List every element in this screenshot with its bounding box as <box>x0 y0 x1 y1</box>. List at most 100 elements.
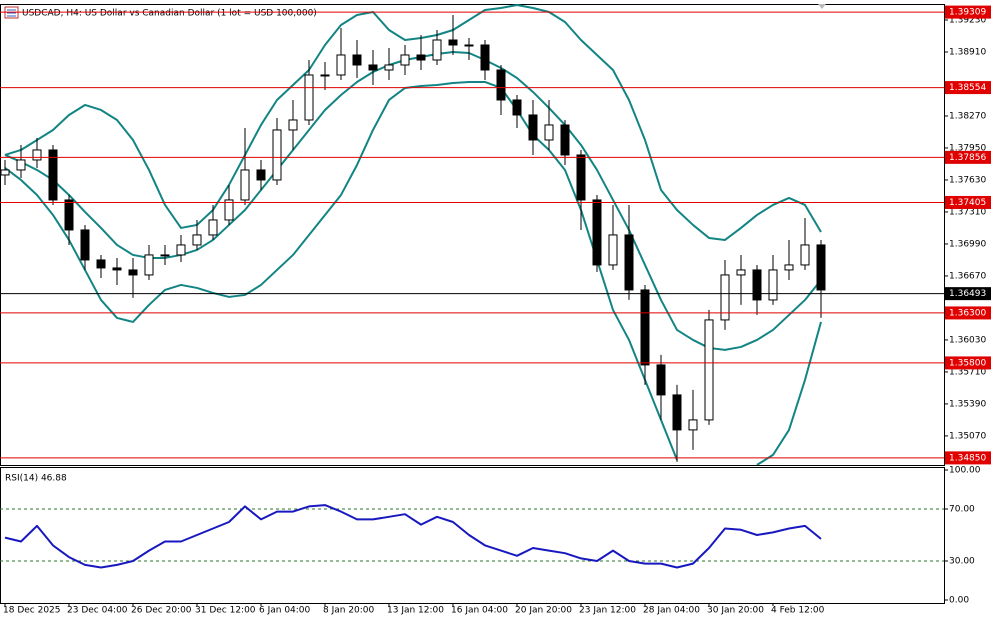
candle-body <box>800 244 810 266</box>
candle-body <box>288 119 298 131</box>
price-line-box <box>945 287 991 301</box>
candle-body <box>64 199 74 231</box>
rsi-pane <box>0 467 945 604</box>
candle-body <box>160 254 170 257</box>
level-line-box <box>945 451 991 465</box>
band-upper <box>4 4 822 241</box>
y-tick-label: 1.37630 <box>949 175 986 185</box>
x-tick-label: 28 Jan 04:00 <box>643 606 700 616</box>
rsi-plot <box>0 504 944 569</box>
x-tick-label: 4 Feb 12:00 <box>771 606 825 616</box>
chart-title: USDCAD, H4: US Dollar vs Canadian Dollar… <box>22 9 317 19</box>
candle-body <box>816 244 826 291</box>
x-tick-label: 20 Jan 20:00 <box>515 606 572 616</box>
y-tick-label: 1.36670 <box>949 271 986 281</box>
main-plot <box>0 4 826 465</box>
x-tick-label: 30 Jan 20:00 <box>707 606 764 616</box>
y-tick-label: 1.36990 <box>949 239 986 249</box>
candle-body <box>608 234 618 266</box>
y-tick-label: 100.00 <box>949 465 981 475</box>
candle-body <box>240 169 250 201</box>
candle-body <box>672 394 682 431</box>
level-line-box <box>945 356 991 370</box>
y-tick-label: 1.35070 <box>949 431 986 441</box>
x-tick-label: 31 Dec 12:00 <box>195 606 256 616</box>
x-tick-label: 23 Dec 04:00 <box>67 606 128 616</box>
candle-body <box>400 54 410 66</box>
candle-body <box>256 169 266 181</box>
candle-body <box>592 199 602 266</box>
y-tick-label: 30.00 <box>949 557 975 567</box>
x-tick-label: 18 Dec 2025 <box>3 606 61 616</box>
y-tick-label: 1.38910 <box>949 47 986 57</box>
band-middle <box>4 50 822 351</box>
price-line-label: 1.36493 <box>949 289 986 299</box>
candle-body <box>368 64 378 71</box>
x-tick-label: 23 Jan 12:00 <box>579 606 636 616</box>
x-tick-label: 13 Jan 12:00 <box>387 606 444 616</box>
shift-marker <box>818 4 826 9</box>
candle-body <box>512 99 522 116</box>
candle-body <box>528 114 538 141</box>
y-tick-label: 1.36030 <box>949 335 986 345</box>
candle-body <box>16 159 26 171</box>
level-line-label: 1.37405 <box>949 198 986 208</box>
candle-body <box>192 234 202 246</box>
level-line-label: 1.35800 <box>949 358 986 368</box>
candle-body <box>384 64 394 71</box>
candle-body <box>624 234 634 291</box>
candle-body <box>640 289 650 366</box>
candle-body <box>304 74 314 121</box>
candle-body <box>464 44 474 47</box>
candle-body <box>336 54 346 76</box>
candle-body <box>416 54 426 61</box>
candle-body <box>688 419 698 431</box>
candle-body <box>544 124 554 141</box>
y-tick-label: 1.35710 <box>949 367 986 377</box>
rsi-line <box>4 504 822 569</box>
level-line-label: 1.37856 <box>949 153 986 163</box>
candle-body <box>32 149 42 161</box>
candle-body <box>752 269 762 301</box>
candle-body <box>224 199 234 221</box>
candle-body <box>320 74 330 77</box>
x-tick-label: 6 Jan 04:00 <box>259 606 311 616</box>
y-tick-label: 70.00 <box>949 504 975 514</box>
candle-body <box>272 129 282 181</box>
level-line-label: 1.38554 <box>949 83 986 93</box>
candle-body <box>128 269 138 276</box>
level-line-label: 1.36300 <box>949 308 986 318</box>
y-tick-label: 1.39230 <box>949 15 986 25</box>
x-tick-label: 16 Jan 04:00 <box>451 606 508 616</box>
level-line-box <box>945 5 991 19</box>
candle-body <box>80 229 90 261</box>
candle-body <box>448 39 458 46</box>
candle-body <box>176 244 186 256</box>
candle-body <box>144 254 154 276</box>
candle-body <box>768 269 778 301</box>
candle-body <box>0 169 10 176</box>
y-tick-label: 1.37310 <box>949 207 986 217</box>
level-line-box <box>945 195 991 209</box>
candle-body <box>576 154 586 201</box>
level-line-label: 1.34850 <box>949 453 986 463</box>
x-tick-label: 8 Jan 20:00 <box>323 606 375 616</box>
y-tick-label: 1.38270 <box>949 111 986 121</box>
candle-body <box>96 259 106 269</box>
candle-body <box>208 219 218 236</box>
level-line-box <box>945 81 991 95</box>
rsi-title: RSI(14) 46.88 <box>5 474 67 484</box>
level-line-label: 1.39309 <box>949 8 986 18</box>
candle-body <box>560 124 570 156</box>
candle-body <box>496 69 506 101</box>
candle-body <box>656 364 666 396</box>
level-line-box <box>945 306 991 320</box>
candle-body <box>480 44 490 71</box>
candle-body <box>704 319 714 421</box>
main-pane <box>0 4 945 466</box>
level-line-box <box>945 150 991 164</box>
candle-body <box>352 54 362 66</box>
y-tick-label: 1.37950 <box>949 143 986 153</box>
candle-body <box>736 269 746 276</box>
